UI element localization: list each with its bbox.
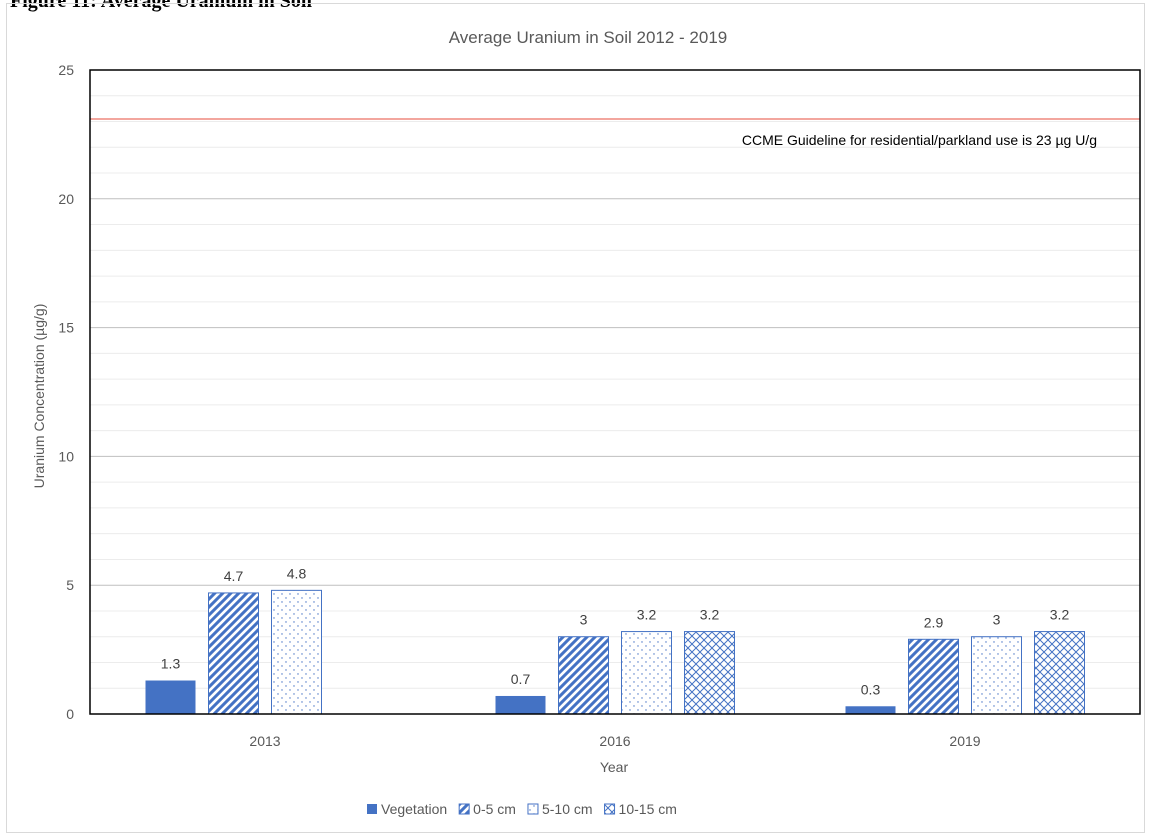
y-tick-label: 20 <box>58 191 74 207</box>
x-tick-label: 2016 <box>599 733 630 749</box>
gridlines <box>90 95 1140 689</box>
legend-label: Vegetation <box>381 801 447 817</box>
x-axis-title: Year <box>600 759 629 775</box>
data-labels: 1.3 4.7 4.8 0.7 3 3.2 3.2 0.3 2.9 3 3.2 <box>161 565 1070 697</box>
legend-swatch <box>604 803 616 815</box>
legend-swatch <box>458 803 470 815</box>
y-tick-label: 15 <box>58 320 74 336</box>
y-tick-label: 10 <box>58 448 74 464</box>
bar-0-5-cm-2013 <box>208 592 259 715</box>
bar-10-15-cm-2016 <box>684 631 735 715</box>
ccme-guideline-label: CCME Guideline for residential/parkland … <box>742 132 1097 148</box>
reference-line-group: CCME Guideline for residential/parkland … <box>90 118 1140 148</box>
bar-10-15-cm-2019 <box>1034 631 1085 715</box>
y-tick-label: 25 <box>58 62 74 78</box>
bar-0-5-cm-2016 <box>558 636 609 715</box>
data-label: 3.2 <box>637 607 657 623</box>
data-label: 2.9 <box>924 614 944 630</box>
bar-vegetation-2013 <box>145 680 196 714</box>
chart-title: Average Uranium in Soil 2012 - 2019 <box>449 28 727 47</box>
data-label: 3 <box>993 612 1001 628</box>
y-axis-title: Uranium Concentration (µg/g) <box>31 304 47 489</box>
data-label: 3.2 <box>700 607 720 623</box>
x-tick-label: 2013 <box>249 733 280 749</box>
bar-5-10-cm-2019 <box>971 636 1022 715</box>
legend-label: 0-5 cm <box>473 801 516 817</box>
legend-swatch <box>527 803 539 815</box>
bar-0-5-cm-2019 <box>908 638 959 715</box>
bar-5-10-cm-2016 <box>621 631 672 715</box>
data-label: 4.7 <box>224 568 244 584</box>
data-label: 3 <box>580 612 588 628</box>
bar-vegetation-2016 <box>495 695 546 714</box>
bars <box>145 589 1085 715</box>
bar-5-10-cm-2013 <box>271 589 322 715</box>
data-label: 4.8 <box>287 565 307 581</box>
y-tick-label: 5 <box>66 577 74 593</box>
bar-vegetation-2019 <box>845 706 896 714</box>
y-tick-label: 0 <box>66 706 74 722</box>
x-axis-ticks: 2013 2016 2019 <box>249 733 980 749</box>
plot-area-border <box>89 69 1141 715</box>
legend-label: 10-15 cm <box>619 801 677 817</box>
y-axis-ticks: 0 5 10 15 20 25 <box>58 62 74 722</box>
x-tick-label: 2019 <box>949 733 980 749</box>
chart-frame <box>6 3 1145 833</box>
data-label: 3.2 <box>1050 607 1070 623</box>
legend-label: 5-10 cm <box>542 801 593 817</box>
legend: Vegetation 0-5 cm 5-10 cm 10-15 cm <box>367 801 677 817</box>
data-label: 0.3 <box>861 681 881 697</box>
data-label: 0.7 <box>511 671 531 687</box>
legend-swatch <box>367 804 377 814</box>
data-label: 1.3 <box>161 656 181 672</box>
